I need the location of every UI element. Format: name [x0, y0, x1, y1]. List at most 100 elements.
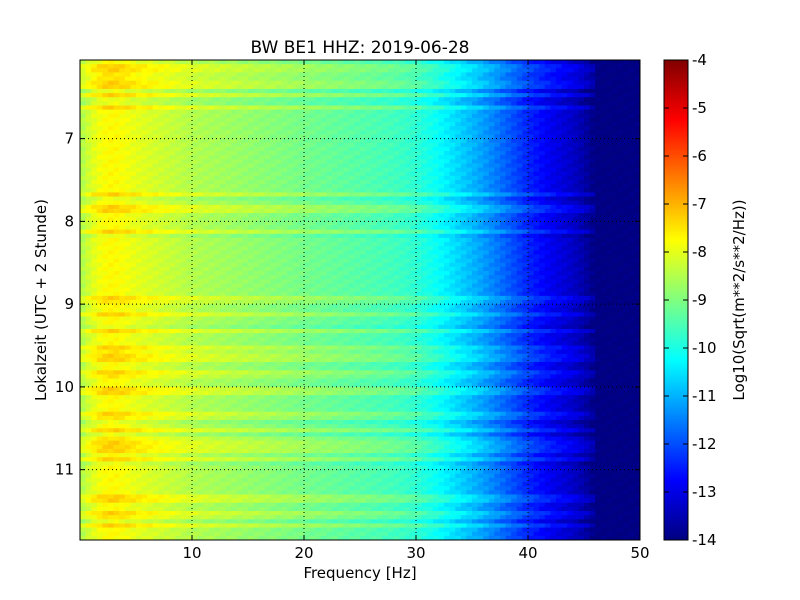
heatmap-cell — [410, 60, 417, 65]
heatmap-cell — [634, 159, 640, 165]
heatmap-cell — [337, 93, 344, 98]
heatmap-cell — [404, 213, 411, 218]
heatmap-cell — [556, 68, 563, 74]
heatmap-cell — [158, 155, 165, 160]
heatmap-cell — [511, 138, 518, 144]
heatmap-cell — [511, 146, 518, 152]
heatmap-cell — [270, 217, 277, 222]
heatmap-cell — [175, 200, 182, 206]
heatmap-cell — [595, 109, 602, 115]
heatmap-cell — [460, 117, 467, 123]
heatmap-cell — [634, 97, 640, 102]
heatmap-cell — [399, 171, 406, 177]
heatmap-cell — [567, 188, 574, 194]
heatmap-cell — [242, 229, 249, 235]
heatmap-cell — [276, 208, 283, 214]
heatmap-cell — [147, 155, 154, 160]
heatmap-cell — [175, 130, 182, 136]
heatmap-cell — [550, 117, 557, 123]
heatmap-cell — [186, 142, 193, 148]
heatmap-cell — [337, 105, 344, 111]
heatmap-cell — [264, 167, 271, 173]
heatmap-cell — [595, 262, 602, 268]
heatmap-cell — [214, 138, 221, 144]
heatmap-cell — [332, 175, 339, 181]
heatmap-cell — [192, 237, 199, 243]
heatmap-cell — [287, 254, 294, 260]
heatmap-cell — [477, 258, 484, 264]
heatmap-cell — [287, 142, 294, 148]
heatmap-cell — [147, 159, 154, 165]
heatmap-cell — [550, 126, 557, 131]
heatmap-cell — [500, 258, 507, 264]
heatmap-cell — [113, 258, 120, 264]
heatmap-cell — [119, 88, 126, 94]
heatmap-cell — [460, 262, 467, 268]
heatmap-cell — [119, 184, 126, 189]
heatmap-cell — [203, 225, 210, 231]
heatmap-cell — [186, 171, 193, 177]
heatmap-cell — [203, 254, 210, 260]
heatmap-cell — [220, 233, 227, 239]
heatmap-cell — [404, 208, 411, 214]
heatmap-cell — [494, 122, 501, 127]
heatmap-cell — [287, 225, 294, 231]
heatmap-cell — [494, 167, 501, 173]
heatmap-cell — [550, 221, 557, 227]
heatmap-cell — [516, 117, 523, 123]
heatmap-cell — [141, 117, 148, 123]
heatmap-cell — [96, 188, 103, 194]
heatmap-cell — [259, 262, 266, 268]
heatmap-cell — [130, 97, 137, 102]
heatmap-cell — [152, 60, 159, 65]
heatmap-cell — [438, 122, 445, 127]
heatmap-cell — [539, 151, 546, 156]
heatmap-cell — [147, 192, 154, 198]
heatmap-cell — [203, 151, 210, 156]
heatmap-cell — [298, 60, 305, 65]
heatmap-cell — [466, 60, 473, 65]
heatmap-cell — [466, 151, 473, 156]
heatmap-cell — [270, 196, 277, 202]
heatmap-cell — [388, 134, 395, 140]
heatmap-cell — [203, 242, 210, 247]
heatmap-cell — [124, 225, 131, 231]
heatmap-cell — [214, 130, 221, 136]
heatmap-cell — [421, 180, 428, 185]
heatmap-cell — [298, 93, 305, 98]
heatmap-cell — [119, 167, 126, 173]
heatmap-cell — [343, 167, 350, 173]
heatmap-cell — [399, 138, 406, 144]
heatmap-cell — [544, 163, 551, 169]
heatmap-cell — [169, 229, 176, 235]
heatmap-cell — [432, 200, 439, 206]
heatmap-cell — [544, 151, 551, 156]
heatmap-cell — [231, 97, 238, 102]
heatmap-cell — [141, 76, 148, 82]
heatmap-cell — [382, 109, 389, 115]
heatmap-cell — [231, 258, 238, 264]
heatmap-cell — [404, 196, 411, 202]
heatmap-cell — [634, 142, 640, 148]
heatmap-cell — [612, 171, 619, 177]
heatmap-cell — [326, 130, 333, 136]
heatmap-cell — [371, 242, 378, 247]
heatmap-cell — [309, 250, 316, 256]
heatmap-cell — [606, 146, 613, 152]
heatmap-cell — [533, 262, 540, 268]
heatmap-cell — [516, 233, 523, 239]
heatmap-cell — [550, 134, 557, 140]
heatmap-cell — [522, 229, 529, 235]
heatmap-cell — [203, 97, 210, 102]
heatmap-cell — [466, 180, 473, 185]
heatmap-cell — [130, 93, 137, 98]
heatmap-cell — [500, 76, 507, 82]
heatmap-cell — [158, 225, 165, 231]
heatmap-cell — [332, 68, 339, 74]
heatmap-cell — [348, 175, 355, 181]
heatmap-cell — [438, 237, 445, 243]
heatmap-cell — [427, 262, 434, 268]
heatmap-cell — [332, 192, 339, 198]
heatmap-cell — [561, 217, 568, 222]
heatmap-cell — [197, 109, 204, 115]
